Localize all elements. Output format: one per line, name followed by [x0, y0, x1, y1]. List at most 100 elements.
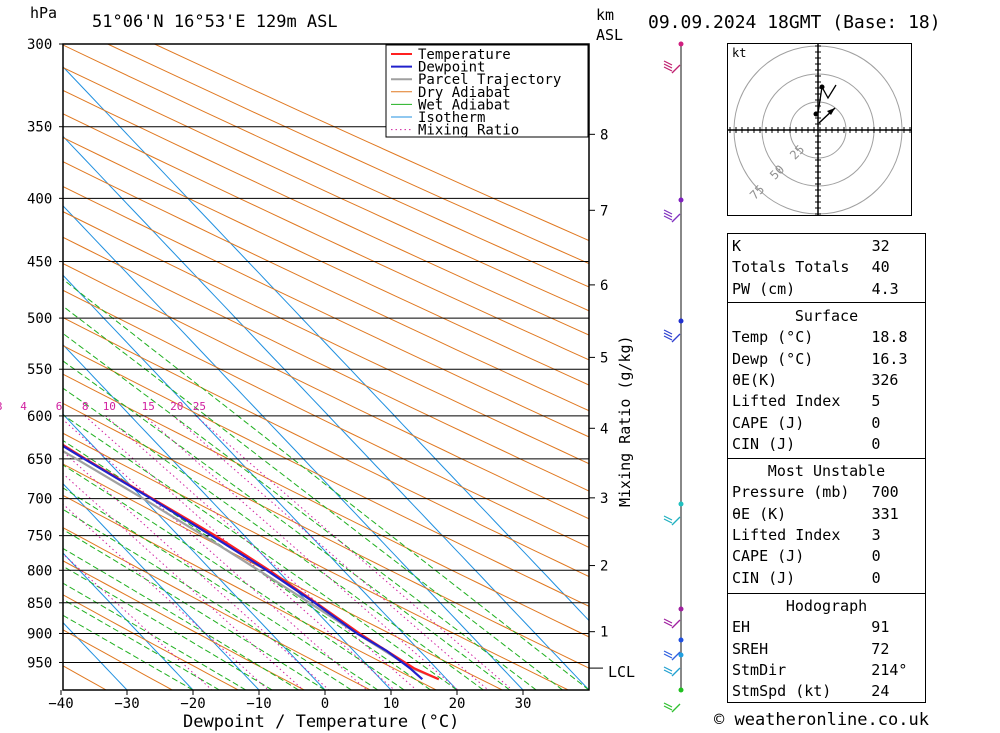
pressure-tick-label: 450: [27, 255, 52, 271]
legend-entry: Isotherm: [418, 110, 485, 126]
surface-row-label: Lifted Index: [732, 392, 841, 411]
hodo-row-label: SREH: [732, 639, 769, 658]
wind-barb-flag: [663, 332, 673, 338]
surface-row-value: 16.3: [871, 349, 908, 368]
km-tick-label: 5: [600, 350, 608, 366]
temperature-tick-label: −30: [114, 696, 139, 712]
hodo-row-value: 24: [871, 682, 890, 701]
dewpoint-line: [63, 444, 424, 681]
mu-row-value: 3: [871, 526, 881, 545]
hodograph-unit: kt: [732, 46, 746, 60]
mu-row-label: Lifted Index: [732, 526, 841, 545]
dry-adiabat-line: [63, 44, 589, 288]
wet-adiabat-line: [63, 278, 589, 690]
mixing-ratio-label: 8: [82, 400, 89, 413]
legend-entry: Dry Adiabat: [418, 85, 511, 101]
pressure-tick-label: 800: [27, 563, 52, 579]
wind-barb-icon: [671, 703, 681, 713]
pressure-tick-label: 650: [27, 452, 52, 468]
mu-row-value: 0: [871, 568, 881, 587]
dry-adiabat-line: [63, 113, 589, 361]
mixing-ratio-line: [63, 419, 368, 690]
hodograph-params-box: Hodograph EH 91 SREH 72 StmDir 214° StmSpd …: [727, 593, 926, 703]
pressure-tick-label: 350: [27, 120, 52, 136]
temperature-tick-label: 10: [383, 696, 400, 712]
wind-barb-icon: [671, 651, 681, 661]
wind-barb-flag: [663, 650, 673, 656]
mu-row-label: CIN (J): [732, 568, 796, 587]
wind-barb-flag: [663, 702, 673, 708]
wind-barb-flag: [663, 666, 673, 672]
isotherm-line: [63, 552, 194, 690]
legend-entry: Mixing Ratio: [418, 123, 519, 139]
wind-barb-flag: [663, 618, 673, 624]
credit-link[interactable]: © weatheronline.co.uk: [714, 710, 929, 730]
surface-row-value: 5: [871, 392, 881, 411]
legend-entry: Temperature: [418, 47, 511, 63]
mixing-ratio-label: 25: [193, 400, 206, 413]
hodo-row-value: 91: [871, 618, 890, 637]
temperature-tick-label: 20: [449, 696, 466, 712]
mu-row-label: Pressure (mb): [732, 483, 850, 502]
temperature-tick-label: −20: [180, 696, 205, 712]
dry-adiabat-line: [63, 665, 107, 690]
wind-level-marker: [678, 501, 684, 507]
pressure-tick-label: 400: [27, 191, 52, 207]
location-title: 51°06'N 16°53'E 129m ASL: [92, 12, 338, 32]
wind-barb-flag: [663, 215, 673, 221]
wind-barb-flag: [663, 63, 673, 69]
asl-label: ASL: [596, 26, 624, 44]
km-tick-label: 1: [600, 625, 608, 641]
dry-adiabat-line: [63, 89, 589, 336]
mixing-ratio-label: 20: [170, 400, 183, 413]
mu-row-label: CAPE (J): [732, 547, 805, 566]
mixing-ratio-label: 15: [142, 400, 155, 413]
wind-barb-flag: [663, 212, 673, 218]
pressure-tick-label: 550: [27, 362, 52, 378]
mixing-ratio-label: 3: [0, 400, 3, 413]
surface-row-value: 326: [871, 371, 899, 390]
surface-row-value: 18.8: [871, 328, 908, 347]
temperature-tick-label: −10: [246, 696, 271, 712]
wet-adiabat-line: [63, 360, 511, 690]
wet-adiabat-line: [63, 464, 405, 690]
dry-adiabat-line: [63, 317, 589, 578]
wind-level-marker: [678, 637, 684, 643]
isotherm-line: [63, 343, 392, 690]
mixing-ratio-line: [105, 415, 417, 690]
wind-level-marker: [678, 652, 684, 658]
surface-row-label: CIN (J): [732, 434, 796, 453]
wet-adiabat-line: [63, 387, 484, 690]
temperature-tick-label: 30: [515, 696, 532, 712]
wind-barb-flag: [663, 653, 673, 659]
plot-frame: [62, 43, 590, 691]
wind-level-marker: [678, 606, 684, 612]
legend-entry: Dewpoint: [418, 60, 485, 76]
datetime-title: 09.09.2024 18GMT (Base: 18): [648, 12, 941, 33]
hodo-row-label: EH: [732, 618, 751, 637]
wind-barb-flag: [663, 518, 673, 524]
wind-barb-icon: [671, 333, 681, 343]
dry-adiabat-line: [107, 44, 589, 265]
km-tick-label: 7: [600, 203, 608, 219]
pressure-tick-label: 900: [27, 626, 52, 642]
hodograph-params-title: Hodograph: [785, 597, 868, 616]
temperature-tick-label: 0: [321, 696, 329, 712]
wind-barb-flag: [663, 621, 673, 627]
surface-row-label: CAPE (J): [732, 413, 805, 432]
km-tick-label: 3: [600, 491, 608, 507]
mixing-ratio-line: [63, 553, 213, 690]
wind-barb-icon: [671, 64, 681, 74]
indices-box: K 32 Totals Totals 40 PW (cm) 4.3: [727, 233, 926, 303]
hodo-row-label: StmDir: [732, 661, 787, 680]
k-value: 32: [871, 237, 890, 256]
wind-barb-icon: [671, 619, 681, 629]
km-tick-label: 8: [600, 127, 608, 143]
hodo-row-value: 72: [871, 639, 890, 658]
isotherm-line: [63, 483, 260, 690]
k-label: K: [732, 237, 742, 256]
km-label: km: [596, 6, 615, 24]
dry-adiabat-line: [63, 185, 589, 438]
pressure-tick-label: 950: [27, 655, 52, 671]
